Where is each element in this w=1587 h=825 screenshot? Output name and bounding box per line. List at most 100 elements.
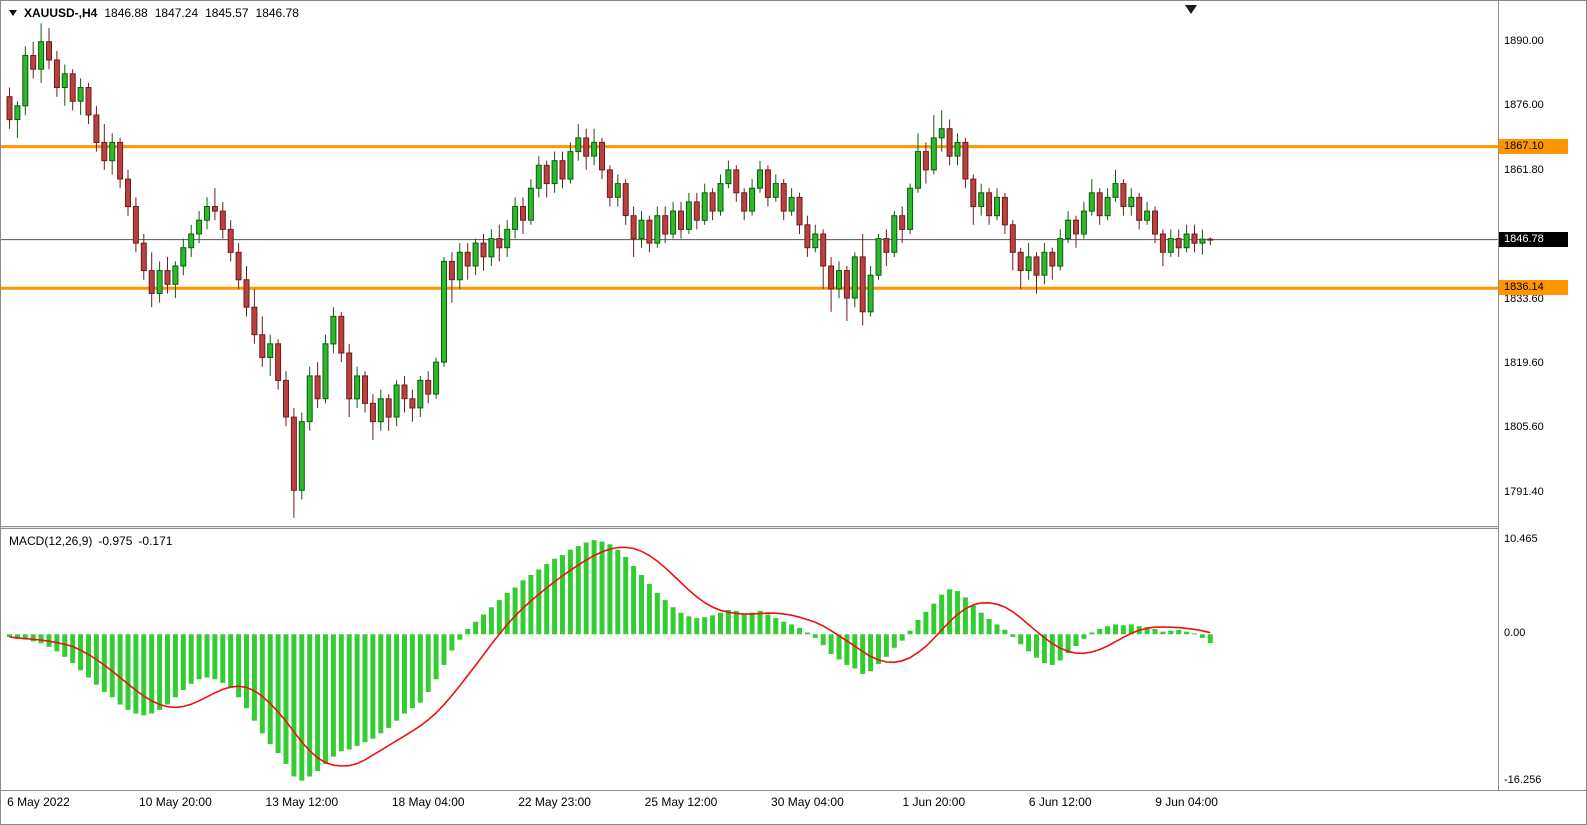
candle-body — [843, 270, 850, 299]
candle-body — [938, 128, 945, 139]
candle-body — [346, 352, 353, 400]
candle-body — [867, 274, 874, 313]
macd-histogram-bar — [101, 634, 107, 692]
candle-body — [583, 137, 590, 157]
macd-histogram-bar — [70, 634, 76, 664]
macd-histogram-bar — [591, 540, 597, 635]
macd-histogram-bar — [607, 544, 613, 635]
candle-body — [69, 73, 76, 102]
candle-body — [915, 151, 921, 189]
candle-body — [559, 160, 566, 180]
candle-body — [614, 183, 621, 198]
time-tick-label: 25 May 12:00 — [644, 795, 718, 809]
candle-body — [448, 260, 455, 281]
candle-body — [1175, 238, 1182, 249]
macd-histogram-bar — [7, 634, 12, 637]
macd-pane[interactable] — [1, 529, 1498, 790]
price-tick-label: 1876.00 — [1504, 98, 1544, 111]
candle-body — [1120, 183, 1127, 208]
candle-body — [417, 379, 424, 409]
macd-histogram-bar — [844, 634, 850, 665]
candle-body — [772, 183, 779, 198]
macd-histogram-bar — [733, 610, 739, 635]
macd-histogram-bar — [599, 541, 605, 635]
macd-histogram-bar — [923, 611, 929, 635]
candle-body — [875, 238, 882, 276]
candle-body — [883, 238, 890, 253]
candle-body — [1152, 210, 1158, 235]
macd-histogram-bar — [1184, 631, 1190, 635]
macd-scale[interactable]: 10.465 0.00 -16.256 — [1498, 529, 1586, 790]
pane-separator[interactable] — [1, 526, 1498, 529]
macd-header: MACD(12,26,9) -0.975 -0.171 — [9, 534, 172, 548]
candle-body — [1001, 196, 1008, 226]
macd-histogram-bar — [362, 634, 368, 743]
macd-histogram-bar — [781, 621, 787, 635]
current-price-badge: 1846.78 — [1499, 231, 1568, 247]
candle-body — [946, 128, 953, 157]
candle-body — [630, 215, 637, 240]
macd-histogram-bar — [820, 634, 826, 646]
candle-body — [520, 206, 526, 221]
candle-body — [480, 242, 487, 258]
time-tick-label: 18 May 04:00 — [391, 795, 465, 809]
macd-histogram-bar — [338, 634, 344, 752]
candle-body — [804, 224, 811, 249]
macd-histogram-bar — [955, 591, 960, 635]
macd-histogram-bar — [947, 589, 953, 635]
macd-histogram-bar — [1041, 634, 1047, 664]
candle-body — [156, 270, 163, 295]
candle-body — [93, 114, 100, 143]
time-tick-label: 30 May 04:00 — [771, 795, 844, 809]
time-tick-label: 22 May 23:00 — [518, 795, 591, 809]
candle-body — [369, 402, 376, 423]
candle-body — [1112, 183, 1119, 198]
macd-histogram-bar — [1144, 627, 1150, 635]
macd-histogram-bar — [852, 634, 858, 669]
candle-body — [978, 192, 985, 208]
time-tick-label: 1 Jun 20:00 — [902, 795, 966, 809]
macd-histogram-bar — [512, 587, 518, 635]
candle-body — [1104, 196, 1111, 217]
time-scale[interactable]: 6 May 2022 10 May 20:00 13 May 12:00 18 May… — [1, 791, 1586, 824]
candle-body — [433, 361, 440, 395]
candle-body — [243, 279, 250, 308]
candle-body — [53, 59, 60, 88]
macd-histogram-bar — [1026, 634, 1032, 652]
candle-body — [591, 141, 598, 157]
candle-body — [1017, 251, 1024, 272]
macd-histogram-bar — [662, 600, 668, 635]
candle-body — [322, 343, 329, 400]
candle-body — [22, 55, 29, 107]
candle-body — [464, 251, 471, 267]
macd-histogram-bar — [1199, 634, 1205, 638]
macd-histogram-bar — [449, 634, 455, 651]
macd-histogram-bar — [1192, 633, 1197, 635]
price-pane[interactable] — [1, 1, 1498, 526]
price-scale[interactable]: 1890.00 1876.00 1861.80 1833.60 1819.60 1805.… — [1498, 1, 1586, 526]
candle-body — [283, 379, 289, 418]
candle-body — [1128, 196, 1135, 208]
macd-histogram-bar — [433, 634, 439, 680]
macd-histogram-bar — [394, 634, 400, 721]
macd-histogram-bar — [583, 542, 589, 635]
candle-body — [820, 233, 827, 267]
macd-histogram-bar — [544, 564, 550, 635]
candle-body — [196, 219, 203, 235]
candle-body — [899, 215, 906, 230]
macd-histogram-bar — [1176, 629, 1182, 635]
macd-histogram-bar — [323, 634, 328, 764]
candle-body — [543, 164, 550, 185]
macd-histogram-bar — [488, 607, 494, 635]
candle-body — [851, 256, 858, 299]
candle-body — [61, 73, 68, 89]
candle-body — [441, 260, 447, 363]
symbol-dropdown-icon[interactable] — [9, 10, 17, 16]
chart-shift-marker-icon[interactable] — [1185, 5, 1197, 14]
macd-histogram-bar — [204, 634, 210, 678]
macd-histogram-bar — [860, 634, 866, 674]
macd-histogram-bar — [1065, 634, 1071, 654]
macd-histogram-bar — [180, 634, 186, 691]
candle-body — [38, 41, 45, 70]
candle-body — [527, 187, 534, 221]
